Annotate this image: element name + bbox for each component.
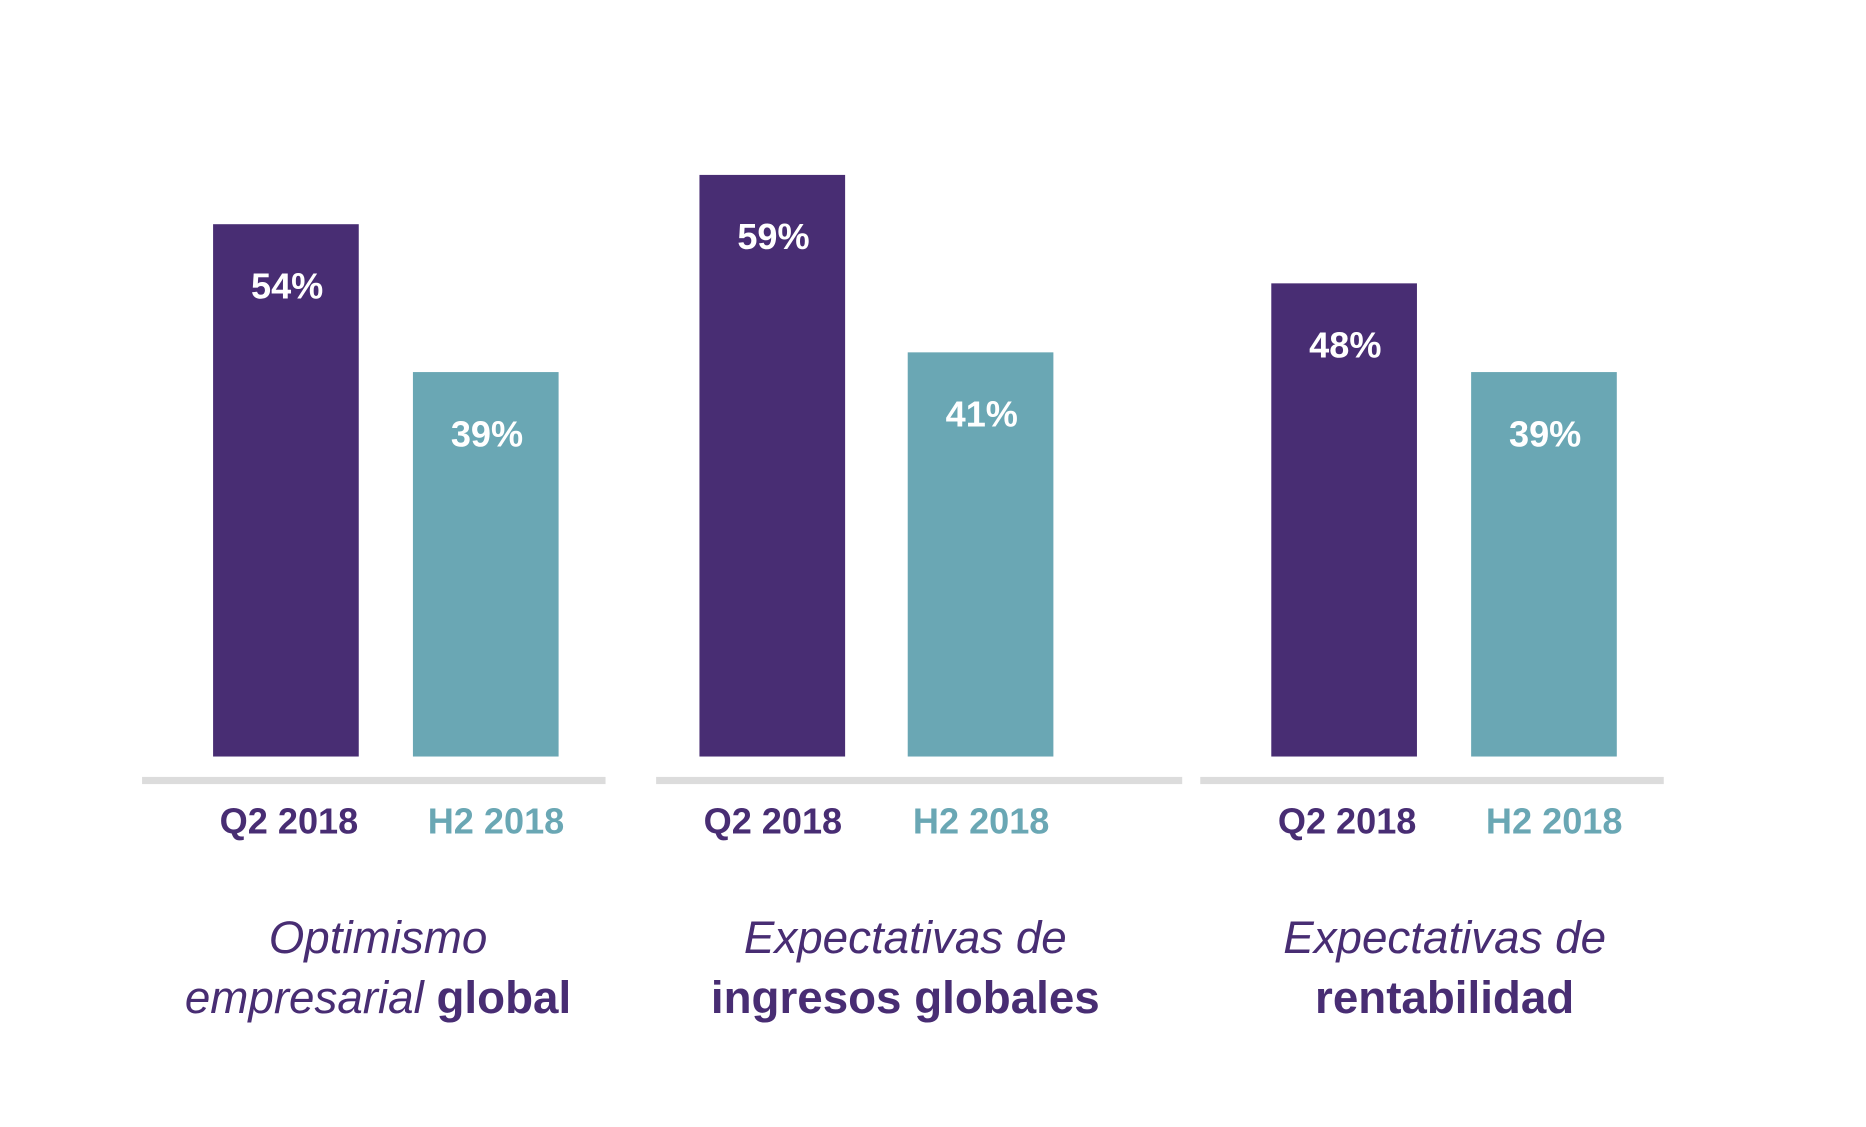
category-label: Q2 2018	[1278, 800, 1417, 841]
group-title-line2: empresarial global	[185, 972, 571, 1023]
data-label: 39%	[451, 413, 523, 454]
category-label: H2 2018	[913, 800, 1050, 841]
category-label: H2 2018	[1486, 800, 1623, 841]
group-title-bold: ingresos globales	[711, 972, 1100, 1023]
bar-h2-2018	[907, 352, 1054, 757]
data-label: 48%	[1309, 325, 1381, 366]
bar-q2-2018	[213, 224, 359, 757]
baseline-group-3	[1200, 776, 1664, 785]
bar-h2-2018	[412, 372, 559, 757]
group-title-line1: Expectativas de	[1283, 912, 1606, 963]
group-title-line1: Expectativas de	[744, 912, 1067, 963]
data-label: 54%	[251, 266, 323, 307]
group-title-bold: global	[437, 972, 572, 1023]
category-label: Q2 2018	[220, 800, 359, 841]
data-label: 59%	[737, 216, 809, 257]
category-label: Q2 2018	[704, 800, 843, 841]
data-label: 41%	[946, 394, 1018, 435]
bar-h2-2018	[1471, 372, 1617, 757]
group-title-bold: rentabilidad	[1315, 972, 1574, 1023]
baseline-group-2	[656, 776, 1183, 785]
group-title-italic: empresarial	[185, 972, 426, 1023]
category-label: H2 2018	[428, 800, 565, 841]
bars-layer	[213, 174, 1617, 757]
data-label: 39%	[1509, 413, 1581, 454]
bar-q2-2018	[1271, 283, 1417, 757]
baseline-group-1	[142, 776, 606, 785]
group-title-line1: Optimismo	[269, 912, 488, 963]
bar-q2-2018	[699, 174, 846, 757]
